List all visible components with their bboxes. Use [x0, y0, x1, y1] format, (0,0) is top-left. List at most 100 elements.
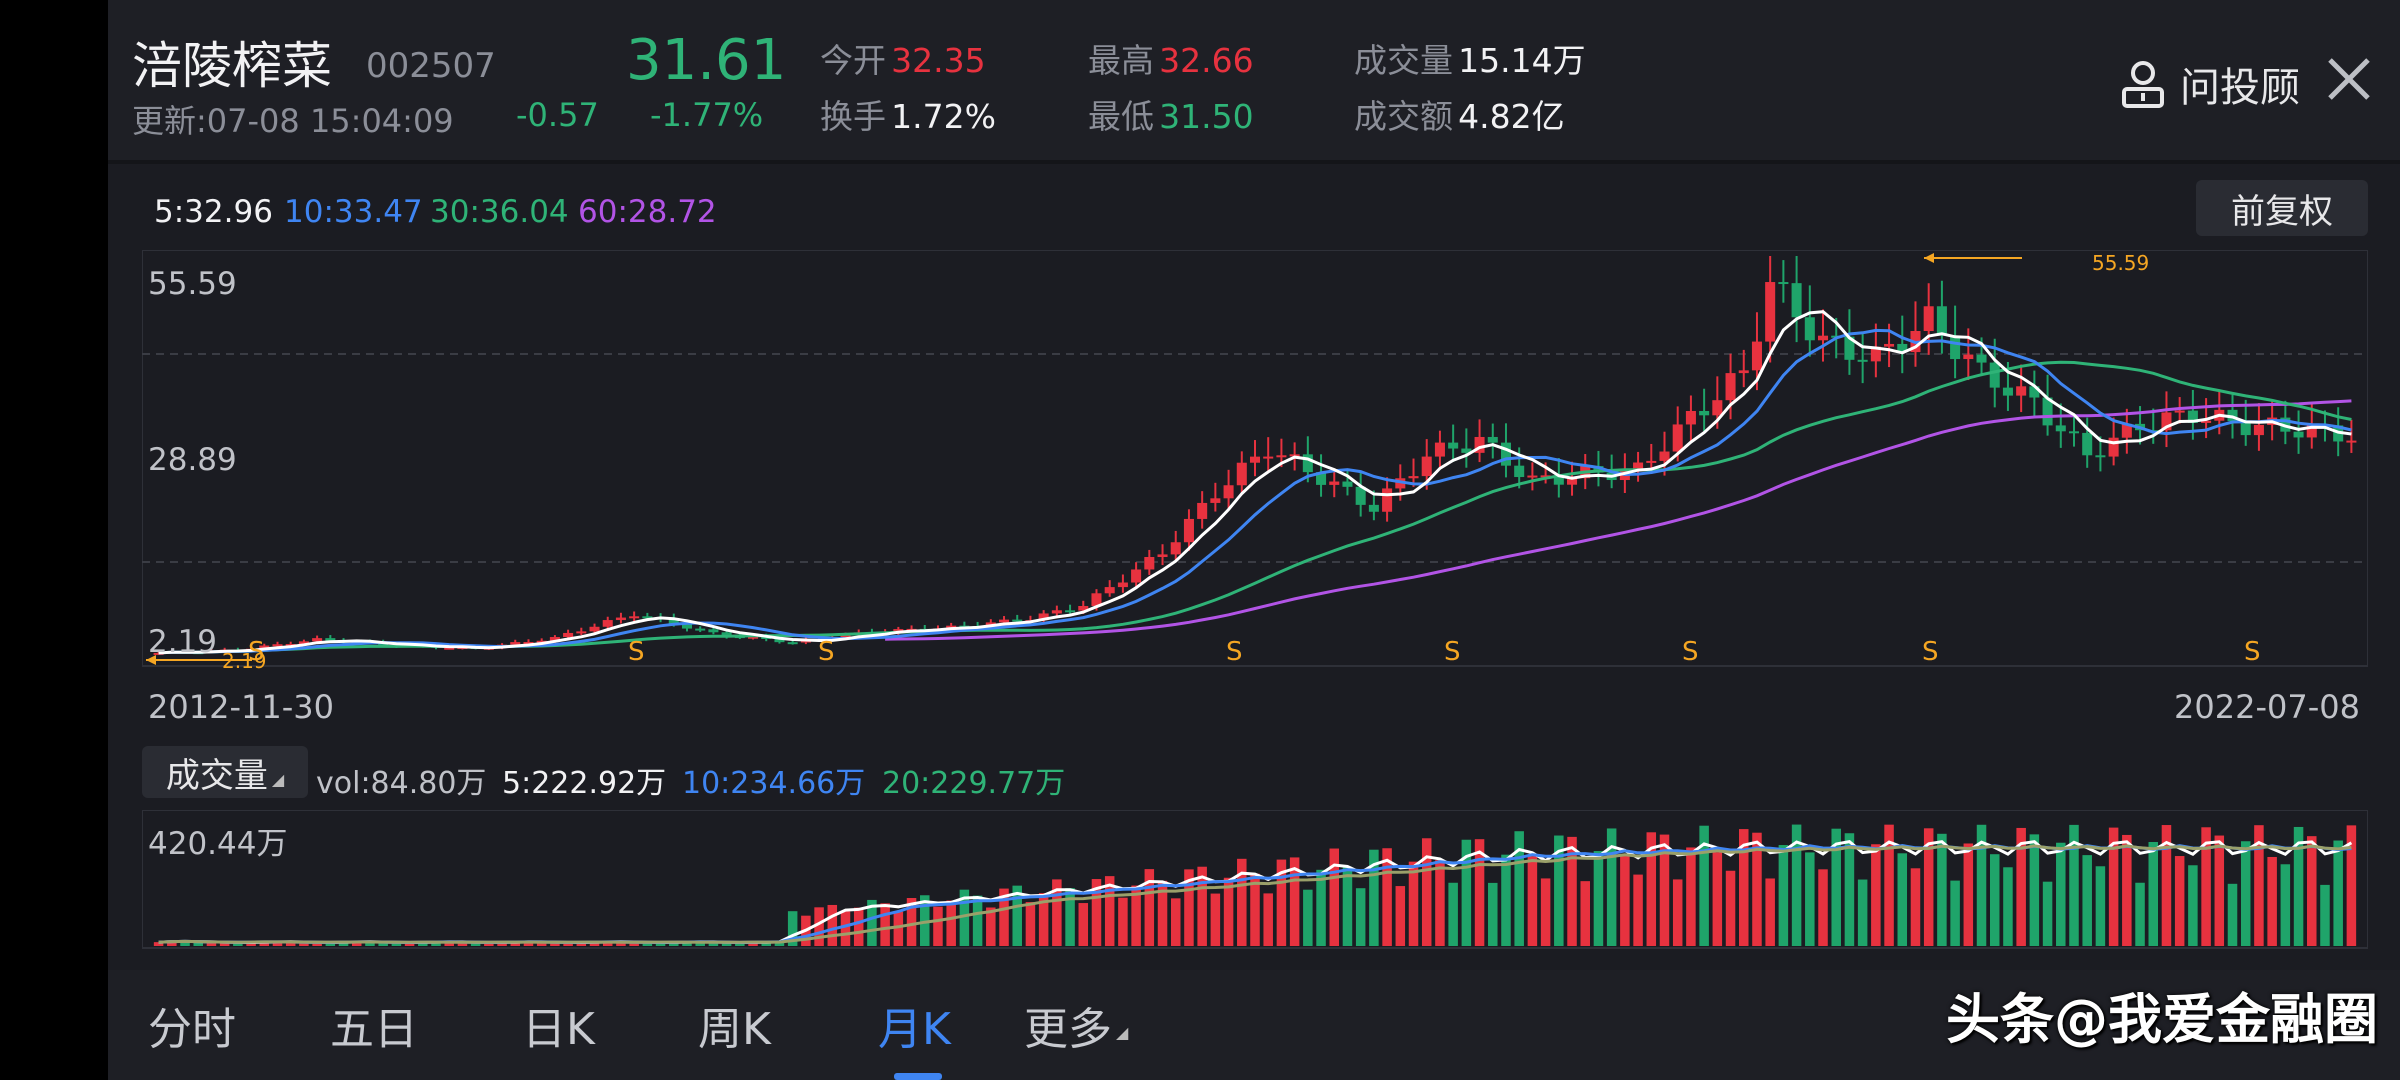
- volume-bar: [2135, 882, 2145, 946]
- tab-weekly-k[interactable]: 周K: [698, 1004, 771, 1055]
- candle-body: [1817, 335, 1829, 341]
- candle-body: [1633, 462, 1644, 470]
- candle-body: [1302, 454, 1313, 473]
- volume-bar: [1408, 861, 1419, 946]
- volume-bar: [1910, 868, 1921, 946]
- candle-body: [1395, 478, 1406, 489]
- candle-body: [1976, 354, 1987, 363]
- volume-bar: [1633, 874, 1643, 946]
- close-icon[interactable]: [2322, 52, 2376, 106]
- candle-body: [549, 637, 560, 641]
- sell-signal-mark: S: [248, 637, 265, 667]
- candle-body: [576, 631, 587, 634]
- stat-amount: 成交额 4.82亿: [1354, 97, 1565, 136]
- candle-body: [1448, 442, 1459, 449]
- y-axis-top: 55.59: [148, 266, 237, 302]
- tab-monthly-k[interactable]: 月K: [878, 1004, 951, 1055]
- quote-header: 涪陵榨菜 002507 31.61 更新:07-08 15:04:09 -0.5…: [108, 0, 2400, 160]
- candle-body: [259, 645, 270, 649]
- volume-bar: [457, 943, 468, 946]
- candle-body: [761, 636, 772, 640]
- volume-bar: [1223, 877, 1234, 946]
- candle-body: [1434, 442, 1445, 457]
- volume-bar: [206, 943, 217, 946]
- price-change: -0.57: [516, 96, 599, 134]
- volume-bar: [1184, 869, 1194, 946]
- candle-body: [1263, 456, 1274, 459]
- volume-indicator-button[interactable]: 成交量 ◢: [142, 746, 308, 798]
- volume-bar: [1646, 832, 1657, 946]
- candle-body: [1725, 373, 1736, 401]
- candle-body: [1672, 424, 1683, 452]
- volume-bar: [378, 943, 388, 946]
- candle-body: [893, 629, 904, 633]
- volume-bar: [959, 889, 970, 946]
- y-axis-bottom: 2.19: [148, 624, 218, 660]
- candle-body: [1051, 610, 1062, 614]
- volume-bar: [312, 942, 322, 946]
- candle-body: [1157, 554, 1168, 558]
- candle-body: [1276, 455, 1287, 458]
- volume-bar: [470, 943, 481, 946]
- watermark: 头条@我爱金融圈: [1946, 988, 2378, 1051]
- candle-body: [668, 618, 679, 625]
- volume-bar: [1250, 873, 1260, 946]
- candle-body: [1197, 502, 1208, 519]
- stock-name: 涪陵榨菜: [132, 37, 332, 95]
- volume-bar: [1421, 838, 1432, 946]
- ma10-label: 10:33.47: [284, 194, 423, 230]
- candle-body: [2029, 386, 2040, 398]
- candle-body: [2174, 410, 2185, 413]
- volume-bar: [1025, 902, 1036, 946]
- volume-bar: [153, 942, 164, 946]
- volume-bar: [2201, 827, 2211, 946]
- candle-body: [681, 624, 693, 629]
- tab-intraday[interactable]: 分时: [148, 1004, 236, 1055]
- candle-body: [1289, 454, 1300, 457]
- volume-bar: [602, 941, 613, 946]
- candle-body: [2095, 455, 2106, 458]
- candle-body: [1751, 341, 1762, 371]
- stat-turnover: 换手 1.72%: [820, 97, 996, 136]
- candle-body: [1038, 613, 1049, 621]
- volume-bar: [351, 941, 362, 946]
- date-start: 2012-11-30: [148, 688, 334, 726]
- candle-body: [2068, 431, 2080, 434]
- candle-body: [642, 616, 653, 619]
- volume-bar: [1950, 880, 1960, 946]
- tab-five-day[interactable]: 五日: [330, 1004, 418, 1055]
- tab-more[interactable]: 更多 ◢: [1024, 1004, 1129, 1055]
- candle-body: [312, 638, 323, 642]
- volume-bar: [1871, 844, 1881, 946]
- candle-body: [1382, 488, 1393, 512]
- candle-body: [2346, 440, 2357, 443]
- vol-ma10: 10:234.66万: [682, 766, 866, 801]
- volume-bar: [1065, 888, 1075, 946]
- volume-bar: [1672, 879, 1683, 946]
- candle-body: [721, 632, 732, 637]
- volume-bar: [1435, 860, 1445, 946]
- volume-bar: [906, 898, 917, 946]
- volume-bar: [2254, 825, 2264, 946]
- kline-chart[interactable]: SSSSSSSSS 55.59 2.19: [142, 250, 2368, 670]
- volume-bar: [1725, 870, 1736, 946]
- volume-bar: [1937, 833, 1947, 946]
- volume-bar: [1580, 881, 1590, 946]
- volume-bar: [2320, 884, 2330, 946]
- volume-bar: [1923, 828, 1934, 946]
- user-icon: [2122, 61, 2164, 108]
- volume-chart[interactable]: [142, 810, 2368, 950]
- volume-bar: [550, 943, 560, 946]
- volume-bar: [1210, 893, 1221, 946]
- candle-body: [536, 640, 547, 643]
- candle-body: [1236, 462, 1247, 486]
- candle-body: [1183, 518, 1194, 543]
- sell-signal-mark: S: [1682, 637, 1699, 667]
- sell-signal-mark: S: [818, 637, 835, 667]
- sell-signal-mark: S: [1226, 637, 1243, 667]
- adjust-button[interactable]: 前复权: [2196, 180, 2368, 236]
- candle-body: [1659, 451, 1670, 461]
- advisor-button[interactable]: 问投顾: [2120, 55, 2300, 113]
- tab-daily-k[interactable]: 日K: [522, 1004, 595, 1055]
- volume-bar: [2333, 840, 2343, 946]
